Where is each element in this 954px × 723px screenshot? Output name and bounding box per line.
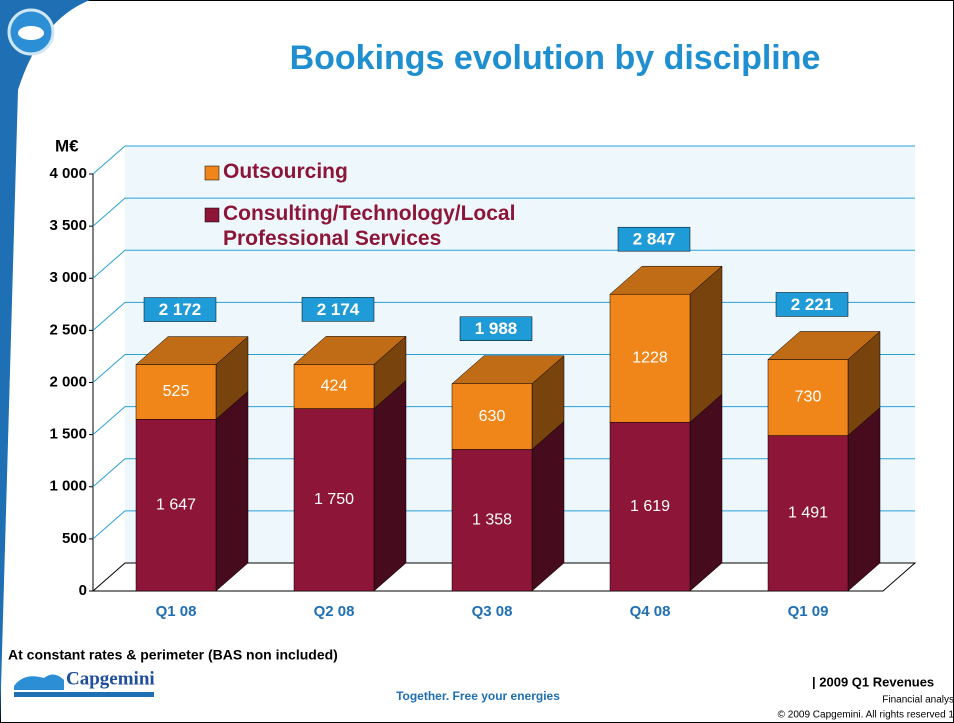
value-label: 424 (321, 378, 348, 395)
bar (609, 293, 691, 423)
bar-top (135, 336, 249, 365)
x-tick-label: Q3 08 (472, 603, 513, 620)
bar-side (215, 390, 249, 592)
y-axis-label: M€ (55, 136, 79, 155)
bar (767, 435, 849, 592)
y-tick-label: 3 000 (49, 269, 87, 286)
corner-band (0, 0, 90, 723)
x-tick-label: Q1 08 (156, 603, 197, 620)
bar (767, 359, 849, 436)
total-box (143, 297, 217, 322)
bar (293, 408, 375, 592)
legend-swatch (204, 165, 220, 181)
bar-side (531, 420, 565, 592)
plot: 0 500 1 000 1 500 2 000 2 500 3 000 3 500 4 000 O… (49, 145, 917, 620)
value-label: 1 358 (472, 511, 512, 528)
y-tick-label: 1 500 (49, 426, 87, 443)
value-label: 1 647 (156, 496, 196, 513)
y-tick-label: 4 000 (49, 165, 87, 182)
x-tick-label: Q2 08 (314, 603, 355, 620)
legend-label: Consulting/Technology/Local Professional… (223, 202, 516, 250)
legend-item: Consulting/Technology/Local Professional… (223, 202, 516, 250)
x-tick-label: Q1 09 (788, 603, 829, 620)
bar (451, 383, 533, 450)
bar (135, 364, 217, 420)
legend-label: Outsourcing (223, 160, 348, 183)
value-label: 630 (479, 408, 506, 425)
value-label: 1 619 (630, 498, 670, 515)
y-tick-label: 500 (62, 530, 87, 547)
brand-logo-icon (14, 674, 64, 690)
value-label: 525 (163, 383, 190, 400)
brand-bar (14, 692, 154, 697)
audience: Financial analys (882, 695, 954, 706)
y-tick-label: 3 500 (49, 217, 87, 234)
value-label: 1228 (632, 349, 668, 366)
total-box (301, 297, 375, 322)
chart-title: Bookings evolution by discipline (290, 39, 821, 77)
bar-side (373, 380, 407, 592)
total-label: 2 174 (317, 300, 360, 319)
bar-top (767, 331, 881, 360)
value-label: 1 750 (314, 491, 354, 508)
bar (609, 421, 691, 592)
value-label: 1 491 (788, 505, 828, 522)
bar (135, 419, 217, 592)
total-box (775, 292, 849, 317)
total-label: 1 988 (475, 319, 518, 338)
total-label: 2 172 (159, 300, 202, 319)
bar (293, 364, 375, 409)
x-tick-label: Q4 08 (630, 603, 671, 620)
bar-top (609, 265, 723, 295)
bar-top (451, 355, 565, 385)
bar-side (847, 407, 881, 592)
grid-line (92, 145, 915, 175)
total-box (617, 226, 691, 252)
bar-top (293, 336, 407, 365)
bar (451, 449, 533, 592)
total-label: 2 847 (633, 230, 676, 249)
section-label: | 2009 Q1 Revenues (812, 674, 934, 689)
corner-logo-cloud (18, 26, 44, 40)
grid-line (92, 197, 915, 227)
y-tick-label: 0 (79, 582, 87, 599)
copyright: © 2009 Capgemini. All rights reserved 1 (778, 710, 954, 721)
value-label: 730 (795, 389, 822, 406)
y-tick-label: 1 000 (49, 478, 87, 495)
legend-swatch (204, 207, 220, 223)
footnote: At constant rates & perimeter (BAS non i… (8, 647, 338, 663)
y-tick-label: 2 000 (49, 373, 87, 390)
bar-side (689, 393, 723, 592)
legend-item: Outsourcing (223, 160, 348, 183)
y-tick-label: 2 500 (49, 321, 87, 338)
total-label: 2 221 (791, 295, 834, 314)
total-box (459, 316, 533, 342)
tagline: Together. Free your energies (396, 689, 560, 703)
brand-logo: Capgemini (66, 668, 155, 689)
